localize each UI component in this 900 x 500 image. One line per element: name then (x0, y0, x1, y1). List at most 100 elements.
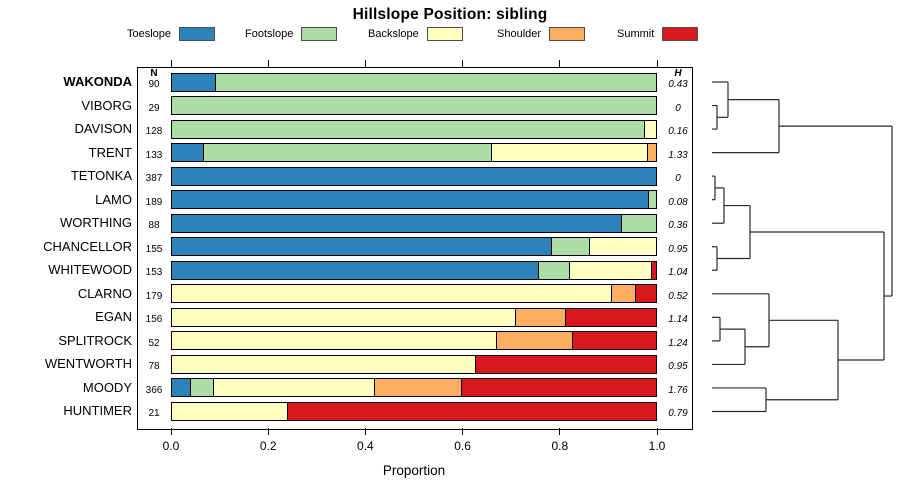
bar-segment-toeslope (172, 238, 552, 256)
h-value: 1.76 (668, 384, 688, 396)
plot-panel-border (137, 67, 693, 430)
bar-segment-toeslope (172, 379, 191, 397)
axis-tick-label: 0.8 (551, 439, 569, 453)
row-label: WORTHING (60, 215, 132, 231)
row-label: VIBORG (81, 97, 132, 113)
h-value: 0.79 (668, 408, 688, 420)
bar-segment-backslope (570, 261, 653, 279)
legend-item: Toeslope (127, 27, 216, 41)
axis-tick-top (267, 60, 269, 67)
row-label: WHITEWOOD (48, 262, 132, 278)
axis-tick-bottom (656, 428, 658, 435)
bar-segment-shoulder (497, 332, 573, 350)
h-value: 0 (675, 102, 681, 114)
bar-segment-backslope (590, 238, 656, 256)
bar-segment-shoulder (648, 144, 656, 162)
bar-segment-backslope (644, 120, 656, 138)
h-value: 0.95 (668, 361, 688, 373)
bar-segment-toeslope (172, 261, 539, 279)
row-label: LAMO (95, 191, 132, 207)
bar-segment-footslope (622, 214, 656, 232)
bar-segment-footslope (204, 144, 492, 162)
n-value: 156 (145, 314, 163, 326)
n-value: 153 (145, 267, 163, 279)
bar-segment-shoulder (375, 379, 463, 397)
h-value: H 0.43 (658, 68, 698, 90)
axis-tick-bottom (267, 428, 269, 435)
bar-segment-footslope (215, 73, 656, 91)
n-value: 52 (148, 337, 160, 349)
bar-segment-footslope (172, 120, 645, 138)
stacked-bar (171, 284, 657, 304)
bar-segment-shoulder (516, 308, 567, 326)
row-label: TETONKA (70, 168, 132, 184)
axis-tick-label: 0.4 (357, 439, 374, 453)
n-value: 78 (148, 361, 160, 373)
h-column-header: H (674, 68, 682, 79)
legend-item-label: Toeslope (127, 28, 172, 40)
n-column-header: N (150, 68, 158, 79)
axis-tick-top (462, 60, 464, 67)
stacked-bar (171, 166, 657, 186)
stacked-bar (171, 237, 657, 257)
chart-title: Hillslope Position: sibling (352, 6, 548, 23)
stacked-bar (171, 401, 657, 421)
h-value: 0.36 (668, 220, 688, 232)
axis-tick-top (559, 60, 561, 67)
legend-item-label: Backslope (368, 28, 419, 40)
legend-color-swatch (549, 27, 586, 41)
stacked-bar (171, 213, 657, 233)
legend-item-label: Footslope (245, 28, 294, 40)
bar-segment-toeslope (172, 144, 205, 162)
row-label: EGAN (95, 309, 132, 325)
legend-color-swatch (179, 27, 216, 41)
stacked-bar (171, 96, 657, 116)
bar-segment-backslope (491, 144, 649, 162)
axis-tick-label: 0.0 (162, 439, 180, 453)
row-label: TRENT (88, 144, 132, 160)
stacked-bar (171, 143, 657, 163)
stacked-bar (171, 354, 657, 374)
legend-item: Backslope (368, 27, 463, 41)
h-value: 0 (675, 173, 681, 185)
axis-tick-bottom (559, 428, 561, 435)
bar-segment-toeslope (172, 73, 216, 91)
stacked-bar (171, 260, 657, 280)
h-value-text: 0.43 (668, 79, 688, 90)
axis-tick-bottom (170, 428, 172, 435)
stacked-bar (171, 72, 657, 92)
h-value: 1.14 (668, 314, 688, 326)
bar-segment-footslope (190, 379, 215, 397)
row-label: CHANCELLOR (43, 238, 132, 254)
bar-segment-backslope (172, 285, 613, 303)
bar-segment-backslope (172, 332, 498, 350)
axis-tick-top (170, 60, 172, 67)
legend-color-swatch (662, 27, 699, 41)
bar-segment-toeslope (172, 167, 656, 185)
bar-segment-backslope (172, 355, 476, 373)
stacked-bar (171, 119, 657, 139)
axis-tick-label: 1.0 (648, 439, 666, 453)
n-value: 189 (145, 196, 163, 208)
n-value: 155 (145, 243, 163, 255)
bar-segment-footslope (648, 191, 656, 209)
h-value: 0.52 (668, 290, 688, 302)
legend-item: Summit (617, 27, 699, 41)
row-label: WAKONDA (63, 74, 132, 89)
bar-segment-summit (462, 379, 656, 397)
bar-segment-summit (566, 308, 656, 326)
h-value: 1.33 (668, 149, 688, 161)
row-label: DAVISON (74, 121, 132, 137)
bar-segment-summit (572, 332, 656, 350)
n-value-text: 90 (148, 79, 160, 90)
bar-segment-backslope (214, 379, 376, 397)
axis-tick-label: 0.6 (454, 439, 471, 453)
h-value: 0.08 (668, 196, 688, 208)
n-value: 366 (145, 384, 163, 396)
n-value: 29 (148, 102, 160, 114)
legend-item-label: Shoulder (497, 28, 542, 40)
bar-segment-footslope (172, 97, 656, 115)
n-value: 21 (148, 408, 160, 420)
n-value: 133 (145, 149, 163, 161)
